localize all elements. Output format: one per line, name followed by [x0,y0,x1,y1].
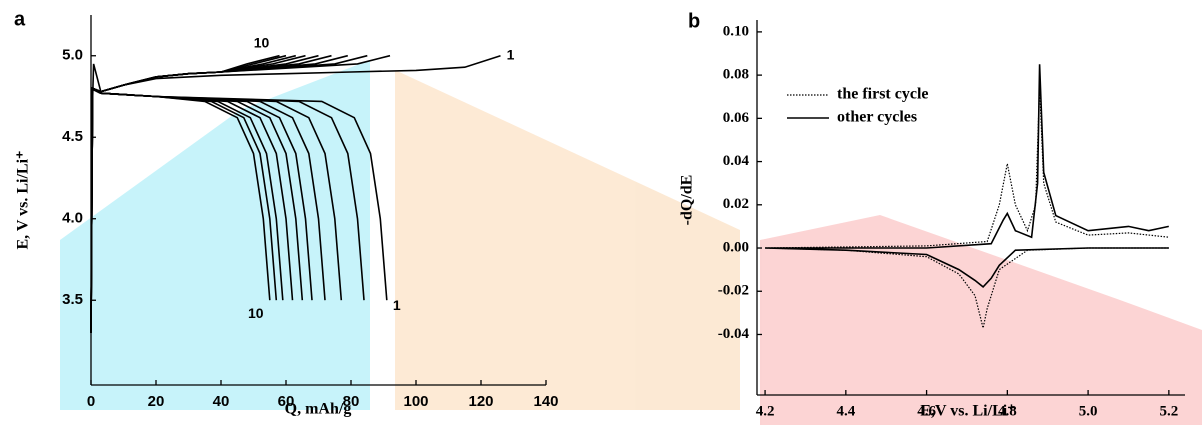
x-tick-label: 5.2 [1159,403,1178,419]
x-tick-label: 4.8 [998,403,1017,419]
data-line [90,87,271,301]
x-axis-label: Q, mAh/g [285,401,352,418]
annotation: 10 [248,305,264,321]
panel-label: a [14,8,26,30]
panel-b: 4.2 4.4 4.6 4.8 5.0 5.2 -0.04 -0.02 0.00 0.02 0.04… [679,10,1185,420]
y-tick-label: 0.04 [723,153,750,169]
x-tick-label: 20 [148,393,165,410]
x-axis-label: E,V vs. Li/Li⁺ [920,403,1015,420]
y-tick-label: -0.04 [718,326,750,342]
x-tick-label: 120 [468,393,493,410]
x-tick-label: 5.0 [1079,403,1098,419]
y-tick-label: 4.0 [62,210,83,227]
annotation: 1 [393,297,401,313]
x-tick-label: 60 [278,393,295,410]
y-tick-label: 5.0 [62,47,83,64]
y-tick-label: 3.5 [62,291,83,308]
x-tick-label: 4.2 [756,403,775,419]
annotation: 1 [507,46,515,62]
y-tick-label: 0.02 [723,196,749,212]
y-tick-label: 0.00 [723,239,749,255]
panel-label: b [688,10,700,32]
y-tick-label: 0.10 [723,23,749,39]
legend-label: other cycles [837,109,917,126]
y-tick-label: 0.06 [723,110,750,126]
y-axis-label: -dQ/dE [679,175,696,226]
x-tick-label: 40 [213,393,230,410]
legend-label: the first cycle [837,86,929,103]
watermark-shape [760,215,1202,425]
x-tick-label: 4.4 [836,403,855,419]
data-line [90,54,501,333]
y-tick-label: 4.5 [62,128,83,145]
data-line [90,54,280,333]
y-tick-label: -0.02 [718,283,749,299]
x-tick-label: 0 [87,393,95,410]
x-tick-label: 80 [343,393,360,410]
panel-a: 0 20 40 60 80 100 120 140 3.5 4.0 4.5 5.0 a Q, mAh/g E… [14,8,559,417]
annotation: 10 [254,34,270,50]
y-tick-label: 0.08 [723,67,749,83]
x-tick-label: 100 [403,393,428,410]
watermark-shape [60,60,370,410]
x-tick-label: 140 [533,393,558,410]
watermark-shape [395,70,740,410]
data-line [765,64,1169,288]
y-axis-label: E, V vs. Li/Li⁺ [15,151,32,250]
x-tick-label: 4.6 [917,403,936,419]
